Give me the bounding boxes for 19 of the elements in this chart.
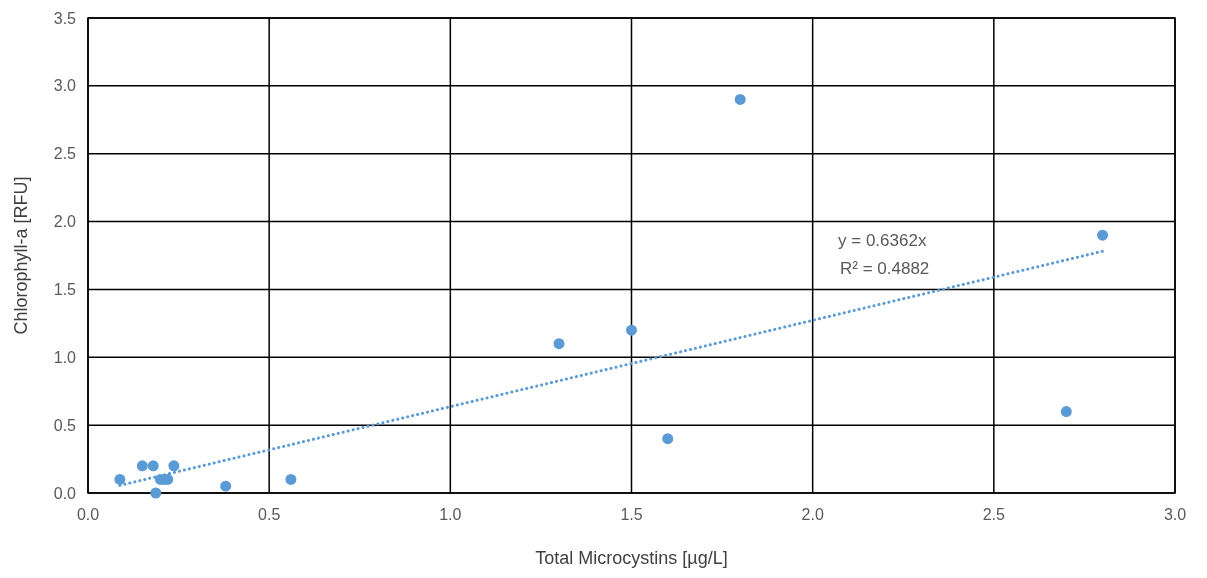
- x-axis-title: Total Microcystins [µg/L]: [535, 548, 728, 568]
- x-tick-label: 0.0: [76, 506, 100, 523]
- x-tick-label: 2.5: [982, 506, 1006, 523]
- y-tick-label: 2.5: [53, 145, 77, 163]
- x-tick-label: 2.0: [801, 506, 824, 523]
- y-tick-label: 1.5: [53, 281, 77, 299]
- y-tick-label: 3.0: [53, 77, 77, 95]
- y-tick-label: 1.0: [53, 348, 77, 366]
- y-tick-label: 0.5: [53, 416, 77, 434]
- y-tick-label: 3.5: [53, 9, 77, 27]
- annotation: R² = 0.4882: [840, 259, 930, 278]
- x-tick-label: 3.0: [1163, 506, 1187, 523]
- x-tick-label: 0.5: [258, 506, 281, 523]
- y-tick-label: 0.0: [53, 484, 77, 502]
- y-axis-title: Chlorophyll-a [RFU]: [11, 176, 31, 335]
- y-tick-label: 2.0: [53, 213, 77, 231]
- x-tick-label: 1.5: [620, 506, 643, 523]
- annotation: y = 0.6362x: [838, 231, 927, 250]
- x-tick-label: 1.0: [439, 506, 462, 523]
